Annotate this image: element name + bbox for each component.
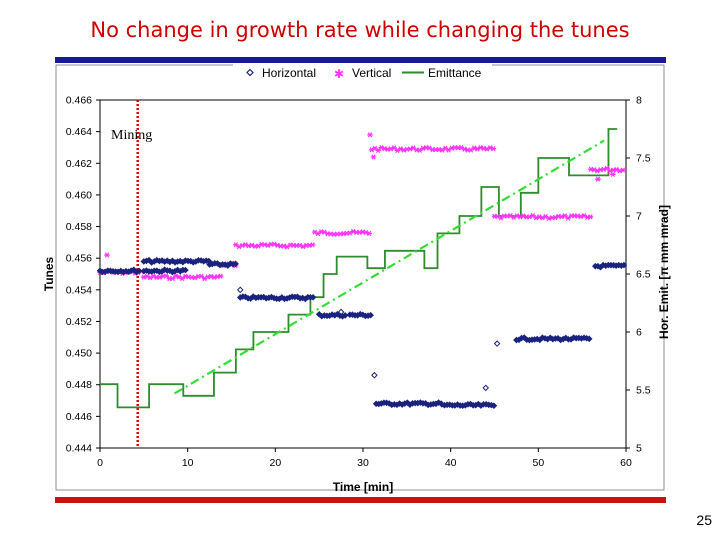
vertical-tune-outlier — [595, 176, 601, 182]
horizontal-tune-point — [367, 311, 374, 319]
mining-annotation: Mining — [111, 128, 152, 143]
legend-vertical-label: Vertical — [352, 66, 391, 80]
x-tick-label: 60 — [620, 457, 632, 469]
horizontal-tune-outlier — [482, 384, 490, 392]
x-tick-label: 0 — [97, 457, 103, 469]
legend-horizontal-marker — [246, 68, 254, 77]
horizontal-tune-point — [135, 267, 143, 275]
y-tick-label: 0.460 — [66, 189, 92, 201]
y-tick-label: 0.456 — [66, 253, 92, 265]
vertical-tune-outlier — [104, 252, 110, 258]
y-tick-label: 0.462 — [66, 158, 92, 170]
emittance-fit-line — [173, 139, 605, 395]
y2-tick-label: 8 — [636, 95, 642, 107]
horizontal-tune-point — [309, 293, 317, 301]
y-axis-title: Tunes — [42, 256, 56, 291]
vertical-tune-point — [182, 273, 189, 279]
horizontal-tune-point — [620, 261, 628, 269]
x-tick-label: 10 — [182, 457, 194, 469]
slide-title: No change in growth rate while changing … — [90, 18, 630, 42]
vertical-tune-point — [587, 214, 594, 220]
vertical-tune-outlier — [370, 154, 377, 160]
bottom-rule — [55, 497, 666, 503]
page-number: 25 — [696, 512, 712, 528]
y-tick-label: 0.454 — [66, 284, 92, 296]
y2-tick-label: 6.5 — [636, 269, 651, 281]
y-tick-label: 0.450 — [66, 348, 92, 360]
x-tick-label: 20 — [269, 457, 281, 469]
vertical-tune-point — [205, 274, 211, 280]
vertical-tune-point — [163, 273, 170, 279]
x-tick-label: 50 — [532, 457, 544, 469]
vertical-tune-point — [211, 274, 218, 280]
vertical-tune-point — [436, 146, 442, 153]
x-axis-title: Time [min] — [333, 480, 393, 494]
legend-emittance-label: Emittance — [428, 66, 482, 80]
y2-axis-title: Hor. Emit. [π mm mrad] — [657, 205, 671, 339]
y2-tick-label: 6 — [636, 327, 642, 339]
vertical-tune-point — [620, 167, 626, 173]
vertical-tune-point — [477, 145, 484, 151]
horizontal-tune-point — [490, 402, 498, 410]
y-tick-label: 0.448 — [66, 379, 92, 391]
y2-tick-label: 7 — [636, 211, 642, 223]
plot-area — [99, 99, 627, 449]
y2-tick-label: 5.5 — [636, 385, 651, 397]
legend: Horizontal ✱ Vertical Emittance — [233, 63, 492, 83]
vertical-tune-point — [616, 168, 623, 174]
vertical-tune-point — [261, 242, 268, 248]
vertical-tune-point — [217, 273, 224, 279]
vertical-tune-outlier — [610, 171, 616, 177]
vertical-tune-point — [309, 242, 316, 248]
emittance-line — [100, 128, 618, 409]
y-tick-label: 0.466 — [66, 95, 92, 107]
horizontal-tune-point — [585, 335, 593, 343]
horizontal-tune-outlier — [371, 371, 378, 379]
top-rule — [55, 57, 666, 63]
vertical-tune-point — [169, 275, 176, 282]
vertical-tune-point — [480, 145, 487, 151]
horizontal-tune-outlier — [493, 340, 501, 347]
horizontal-tune-outlier — [236, 286, 244, 294]
vertical-tune-point — [239, 242, 246, 249]
legend-box — [233, 63, 492, 83]
vertical-tune-point — [490, 146, 497, 152]
y-tick-label: 0.444 — [66, 443, 92, 455]
y-tick-label: 0.446 — [66, 411, 92, 423]
y2-tick-label: 7.5 — [636, 153, 651, 165]
x-tick-label: 40 — [445, 457, 457, 469]
horizontal-tune-outlier — [337, 308, 345, 316]
vertical-tune-point — [391, 145, 397, 151]
y-tick-label: 0.458 — [66, 221, 92, 233]
vertical-tune-point — [375, 147, 381, 154]
vertical-tune-point — [245, 243, 252, 249]
legend-vertical-marker: ✱ — [334, 67, 344, 81]
x-tick-label: 30 — [357, 457, 369, 469]
legend-horizontal-label: Horizontal — [262, 66, 316, 80]
y2-tick-label: 5 — [636, 443, 642, 455]
vertical-tune-point — [546, 215, 552, 221]
vertical-tune-outlier — [367, 132, 373, 138]
y-tick-label: 0.452 — [66, 316, 92, 328]
horizontal-tune-point — [214, 260, 221, 267]
vertical-tune-point — [381, 146, 388, 152]
y-tick-label: 0.464 — [66, 126, 92, 138]
vertical-tune-point — [366, 230, 372, 237]
horizontal-tune-point — [232, 260, 239, 268]
vertical-tune-point — [420, 145, 426, 151]
horizontal-tune-point — [182, 266, 189, 274]
